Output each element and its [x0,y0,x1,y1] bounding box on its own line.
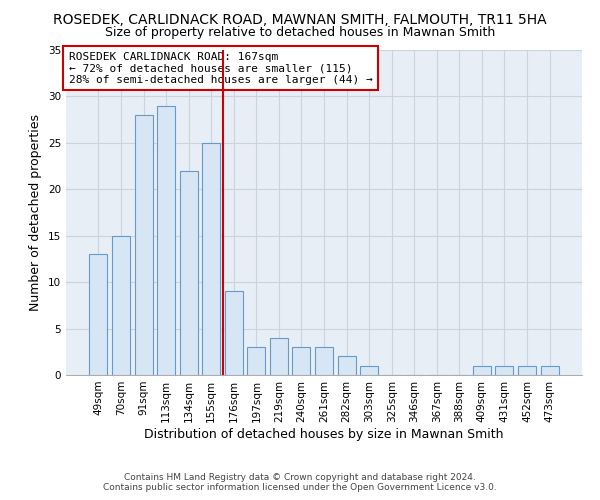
Bar [315,347,333,375]
Text: ROSEDEK CARLIDNACK ROAD: 167sqm
← 72% of detached houses are smaller (115)
28% o: ROSEDEK CARLIDNACK ROAD: 167sqm ← 72% of… [68,52,373,85]
Bar [541,366,559,375]
Bar [338,356,356,375]
Bar [89,254,107,375]
Bar [157,106,175,375]
Y-axis label: Number of detached properties: Number of detached properties [29,114,43,311]
Bar [202,143,220,375]
Bar [360,366,378,375]
Bar [112,236,130,375]
Bar [225,292,243,375]
Bar [518,366,536,375]
Bar [179,170,198,375]
Text: Size of property relative to detached houses in Mawnan Smith: Size of property relative to detached ho… [105,26,495,39]
Bar [247,347,265,375]
Bar [473,366,491,375]
Text: ROSEDEK, CARLIDNACK ROAD, MAWNAN SMITH, FALMOUTH, TR11 5HA: ROSEDEK, CARLIDNACK ROAD, MAWNAN SMITH, … [53,12,547,26]
Bar [496,366,514,375]
Text: Contains HM Land Registry data © Crown copyright and database right 2024.
Contai: Contains HM Land Registry data © Crown c… [103,473,497,492]
Bar [270,338,288,375]
Bar [134,115,152,375]
Bar [292,347,310,375]
X-axis label: Distribution of detached houses by size in Mawnan Smith: Distribution of detached houses by size … [144,428,504,440]
